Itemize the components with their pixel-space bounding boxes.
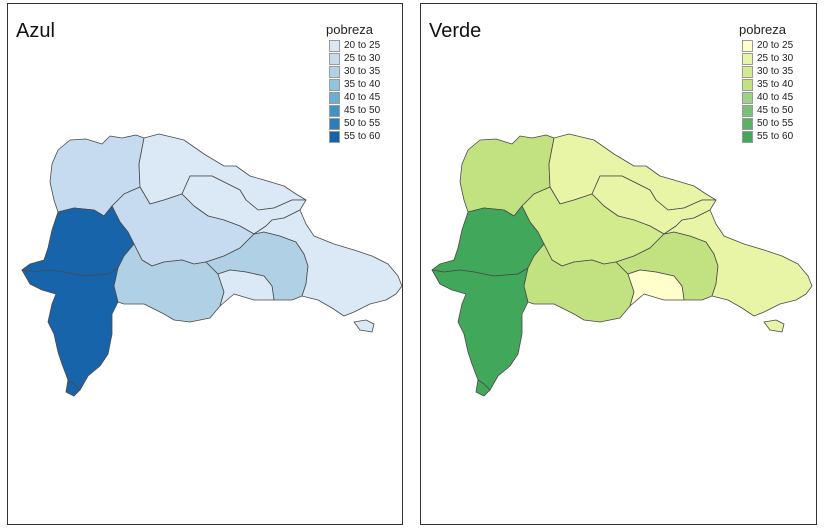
region-east [253,209,403,317]
region-west [431,205,545,277]
legend-label: 30 to 35 [757,65,794,77]
legend-item: 35 to 40 [742,78,793,91]
panel-title: Verde [429,20,482,42]
legend-label: 40 to 45 [344,91,381,103]
legend-label: 20 to 25 [344,39,381,51]
region-capital [217,269,275,307]
map-panel-verde: Verde pobreza 20 to 25 25 to 30 30 to 35 35… [420,3,817,525]
legend: pobreza 20 to 25 25 to 30 30 to 35 35 to 40… [326,22,381,144]
legend-swatch [742,78,753,91]
legend-label: 25 to 30 [344,52,381,64]
legend-swatch [329,52,340,65]
legend-label: 40 to 45 [757,91,794,103]
legend-swatch [742,131,753,144]
legend-item: 25 to 30 [329,52,380,65]
legend-item: 45 to 50 [742,104,794,118]
legend-item: 55 to 60 [742,131,793,144]
legend-label: 30 to 35 [344,65,381,77]
legend-label: 50 to 55 [757,118,794,130]
legend-label: 45 to 50 [757,105,794,117]
legend-item: 30 to 35 [329,65,380,78]
legend-item: 45 to 50 [329,104,381,118]
island-southwest [65,379,81,397]
legend-swatch [329,105,340,118]
island-east [353,319,375,333]
legend-label: 20 to 25 [757,39,794,51]
legend-item: 35 to 40 [329,78,380,91]
legend-title: pobreza [326,22,373,37]
legend-label: 55 to 60 [344,131,381,143]
region-capital [627,269,685,307]
legend-swatch [742,52,753,65]
region-southwest [21,267,119,391]
island-southwest [475,379,491,397]
legend-item: 40 to 45 [742,91,793,104]
legend-item: 25 to 30 [742,52,793,65]
region-southwest [431,267,529,391]
legend-swatch [329,39,340,52]
legend-swatch [742,105,753,118]
legend-label: 50 to 55 [344,118,381,130]
legend-item: 20 to 25 [329,39,380,52]
legend-item: 55 to 60 [329,131,380,144]
legend-label: 35 to 40 [344,78,381,90]
legend-label: 45 to 50 [344,105,381,117]
legend-item: 20 to 25 [742,39,793,52]
legend: pobreza 20 to 25 25 to 30 30 to 35 35 to 40… [739,22,794,144]
legend-swatch [329,118,340,131]
legend-swatch [329,78,340,91]
legend-label: 25 to 30 [757,52,794,64]
legend-swatch [742,118,753,131]
legend-label: 35 to 40 [757,78,794,90]
legend-item: 40 to 45 [329,91,380,104]
panel-title: Azul [16,20,55,42]
legend-item: 50 to 55 [742,118,793,131]
region-west [21,205,135,277]
map-svg [21,133,403,397]
legend-swatch [742,65,753,78]
region-east [663,209,813,317]
legend-swatch [742,39,753,52]
legend-swatch [742,91,753,104]
legend-label: 55 to 60 [757,131,794,143]
island-east [763,319,785,333]
legend-swatch [329,91,340,104]
legend-swatch [329,131,340,144]
legend-item: 30 to 35 [742,65,793,78]
map-svg [431,133,813,397]
legend-title: pobreza [739,22,786,37]
legend-swatch [329,65,340,78]
map-panel-azul: Azul pobreza 20 to 25 25 to 30 30 to 35 35 … [7,3,403,525]
legend-item: 50 to 55 [329,118,380,131]
